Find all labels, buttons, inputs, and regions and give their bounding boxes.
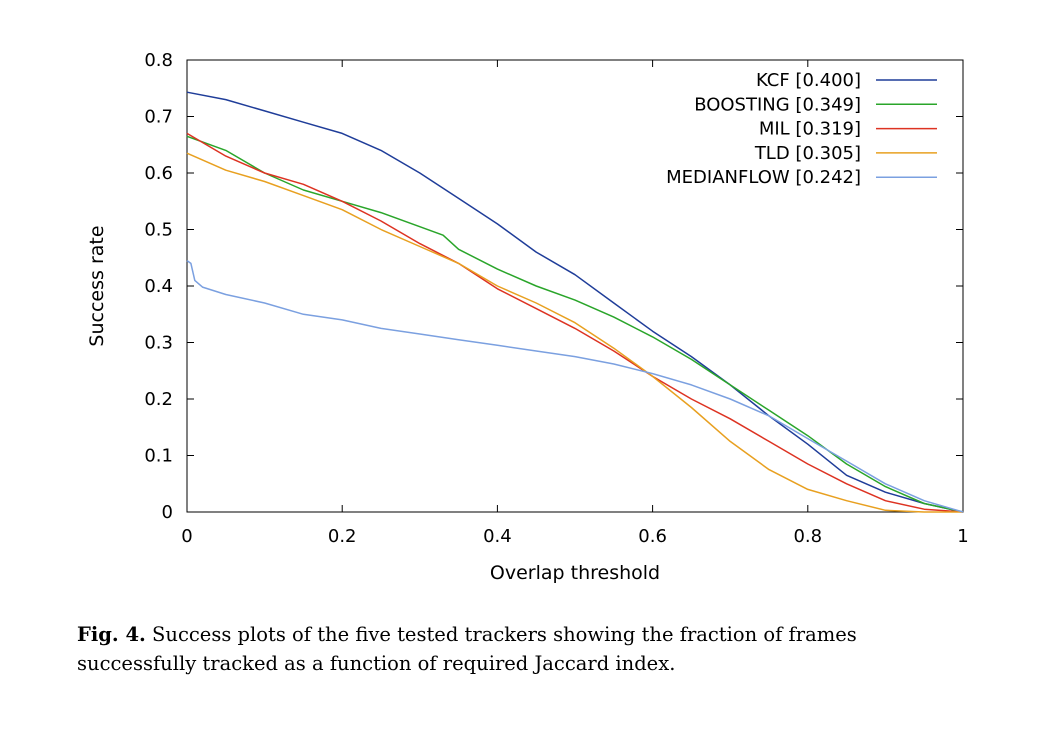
legend: KCF [0.400] BOOSTING [0.349] MIL [0.319] TL… [666, 70, 937, 188]
series-line-kcf [186, 91, 964, 513]
x-tick-label: 0.2 [328, 526, 357, 547]
axis-ticks: 0 0.2 0.4 0.6 0.8 1 0 0.1 0.2 0.3 0.4 0.5 0.6 0.7 0.8 [144, 50, 968, 547]
y-axis-title: Success rate [86, 225, 108, 346]
series-line-tld [186, 152, 963, 513]
series-line-mil [186, 132, 964, 513]
x-tick-label: 0.8 [793, 526, 822, 547]
figure-caption: Fig. 4. Success plots of the five tested… [77, 620, 977, 678]
success-plot-chart: 0 0.2 0.4 0.6 0.8 100.10.20.30.40.50.60.70.8 … [86, 50, 969, 584]
y-tick-label: 0.7 [144, 107, 173, 128]
y-tick-label: 0.6 [144, 163, 173, 184]
y-tick-label: 0.1 [144, 446, 173, 467]
legend-label: KCF [0.400] [756, 70, 861, 91]
series-line-medianflow [186, 259, 964, 513]
x-tick-label: 0.4 [483, 526, 512, 547]
y-tick-label: 0.5 [144, 220, 173, 241]
legend-label: MIL [0.319] [759, 119, 861, 140]
y-tick-label: 0.2 [144, 389, 173, 410]
x-tick-label: 1 [957, 526, 968, 547]
y-tick-label: 0.3 [144, 333, 173, 354]
x-tick-label: 0 [181, 526, 192, 547]
legend-label: BOOSTING [0.349] [694, 94, 861, 115]
y-tick-label: 0 [162, 502, 173, 523]
legend-label: MEDIANFLOW [0.242] [666, 167, 861, 188]
y-tick-label: 0.8 [144, 50, 173, 71]
caption-label: Fig. 4. [77, 623, 146, 646]
x-axis-title: Overlap threshold [490, 562, 660, 584]
y-tick-label: 0.4 [144, 276, 173, 297]
legend-label: TLD [0.305] [754, 143, 861, 164]
caption-text: Success plots of the five tested tracker… [77, 623, 857, 675]
x-tick-label: 0.6 [638, 526, 667, 547]
series-line-boosting [186, 135, 964, 513]
series-lines [186, 91, 964, 513]
